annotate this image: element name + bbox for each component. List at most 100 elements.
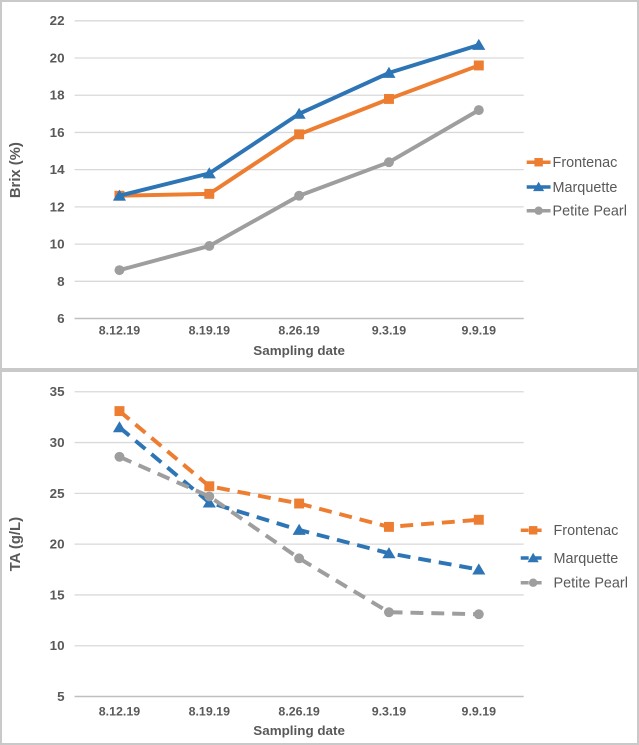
y-tick-label: 14 [50, 162, 65, 177]
data-point-marquette [382, 66, 396, 78]
data-point-petite-pearl [204, 241, 215, 251]
x-tick-label: 8.12.19 [99, 323, 141, 337]
ta-chart: 5 10 15 20 25 30 35 8.12.19 8.19.19 8.26.19 9.3.19… [8, 384, 628, 738]
legend: Frontenac Marquette Petite Pearl [526, 155, 627, 220]
y-tick-labels: 6 8 10 12 14 16 18 20 22 [50, 13, 65, 326]
data-point-marquette [472, 38, 486, 50]
y-tick-labels: 5 10 15 20 25 30 35 [50, 384, 65, 704]
series-marquette [112, 421, 486, 575]
data-point-petite-pearl [204, 491, 215, 502]
y-tick-label: 10 [50, 237, 65, 252]
x-tick-label: 9.9.19 [462, 323, 497, 337]
x-tick-labels: 8.12.19 8.19.19 8.26.19 9.3.19 9.9.19 [99, 704, 496, 718]
legend-marker-frontenac [528, 526, 538, 535]
data-point-frontenac [204, 188, 215, 199]
x-tick-label: 9.9.19 [462, 704, 497, 718]
y-tick-label: 15 [50, 587, 65, 602]
series-line-frontenac [118, 409, 479, 529]
x-tick-label: 9.3.19 [372, 704, 407, 718]
legend-item-marquette: Marquette [526, 180, 618, 196]
brix-chart-panel: 6 8 10 12 14 16 18 20 22 8.12.19 8.19.19 8.26.19 9.3… [0, 0, 639, 370]
y-tick-label: 22 [50, 13, 65, 28]
y-axis-title: TA (g/L) [8, 517, 24, 571]
data-point-marquette [382, 547, 396, 559]
legend-item-marquette: Marquette [520, 551, 619, 567]
series-frontenac [114, 60, 484, 201]
gridlines [74, 20, 524, 282]
legend-label: Frontenac [554, 523, 619, 539]
series-frontenac [114, 406, 484, 532]
y-tick-label: 8 [57, 274, 65, 289]
y-tick-label: 5 [57, 689, 65, 704]
legend-item-frontenac: Frontenac [520, 523, 619, 539]
ta-chart-panel: 5 10 15 20 25 30 35 8.12.19 8.19.19 8.26.19 9.3.19… [0, 370, 639, 745]
data-point-petite-pearl [383, 157, 394, 168]
data-point-marquette [112, 421, 127, 433]
series-petite-pearl [114, 105, 484, 276]
series-petite-pearl [114, 451, 484, 620]
y-tick-label: 30 [50, 435, 65, 450]
series-line-marquette [118, 43, 480, 198]
data-point-frontenac [473, 514, 484, 525]
gridlines [74, 391, 524, 647]
x-tick-label: 9.3.19 [372, 323, 407, 337]
data-point-petite-pearl [473, 609, 484, 620]
brix-chart: 6 8 10 12 14 16 18 20 22 8.12.19 8.19.19 8.26.19 9.3… [8, 13, 627, 358]
data-point-frontenac [473, 60, 484, 71]
data-point-marquette [292, 107, 306, 119]
y-tick-label: 35 [50, 384, 65, 399]
y-tick-label: 25 [50, 486, 65, 501]
legend-item-petite-pearl: Petite Pearl [526, 204, 627, 220]
data-point-petite-pearl [383, 607, 394, 618]
legend-marker-petite-pearl [528, 578, 538, 587]
series-marquette [112, 38, 486, 201]
data-point-marquette [202, 167, 216, 179]
y-tick-label: 16 [50, 125, 65, 140]
x-tick-labels: 8.12.19 8.19.19 8.26.19 9.3.19 9.9.19 [99, 323, 496, 337]
x-tick-label: 8.12.19 [99, 704, 140, 718]
legend: Frontenac Marquette Petite Pearl [520, 523, 628, 592]
legend-label: Marquette [554, 551, 619, 567]
y-tick-label: 10 [50, 638, 65, 653]
legend-item-frontenac: Frontenac [526, 155, 618, 171]
y-tick-label: 20 [50, 50, 65, 65]
x-tick-label: 8.19.19 [189, 323, 231, 337]
data-point-marquette [112, 189, 127, 201]
data-point-frontenac [204, 481, 215, 492]
data-point-frontenac [114, 406, 125, 417]
y-tick-label: 20 [50, 537, 65, 552]
data-point-frontenac [294, 498, 305, 509]
data-point-marquette [292, 523, 306, 535]
x-tick-label: 8.19.19 [189, 704, 230, 718]
legend-marker-marquette [533, 181, 545, 192]
x-tick-label: 8.26.19 [278, 704, 319, 718]
data-point-marquette [202, 496, 216, 508]
data-point-marquette [472, 563, 486, 575]
data-point-frontenac [294, 129, 305, 140]
legend-marker-petite-pearl [534, 206, 543, 215]
data-point-petite-pearl [473, 105, 484, 116]
x-axis-title: Sampling date [253, 343, 345, 358]
data-point-frontenac [383, 94, 394, 104]
data-point-petite-pearl [114, 265, 125, 276]
y-tick-label: 18 [50, 88, 65, 103]
legend-marker-marquette [527, 552, 539, 563]
legend-label: Petite Pearl [554, 576, 628, 592]
x-tick-label: 8.26.19 [278, 323, 320, 337]
data-point-petite-pearl [294, 553, 305, 564]
x-axis-title: Sampling date [253, 723, 345, 738]
series-line-marquette [118, 425, 480, 572]
y-axis-title: Brix (%) [8, 142, 24, 198]
legend-label: Frontenac [553, 155, 618, 171]
data-point-frontenac [383, 521, 394, 532]
legend-marker-frontenac [534, 158, 543, 167]
data-point-petite-pearl [294, 190, 305, 201]
y-tick-label: 6 [57, 311, 64, 326]
data-point-petite-pearl [114, 451, 125, 462]
legend-item-petite-pearl: Petite Pearl [520, 576, 628, 592]
legend-label: Petite Pearl [553, 204, 627, 220]
series-line-petite-pearl [118, 454, 479, 617]
y-tick-label: 12 [50, 199, 65, 214]
legend-label: Marquette [553, 180, 618, 196]
